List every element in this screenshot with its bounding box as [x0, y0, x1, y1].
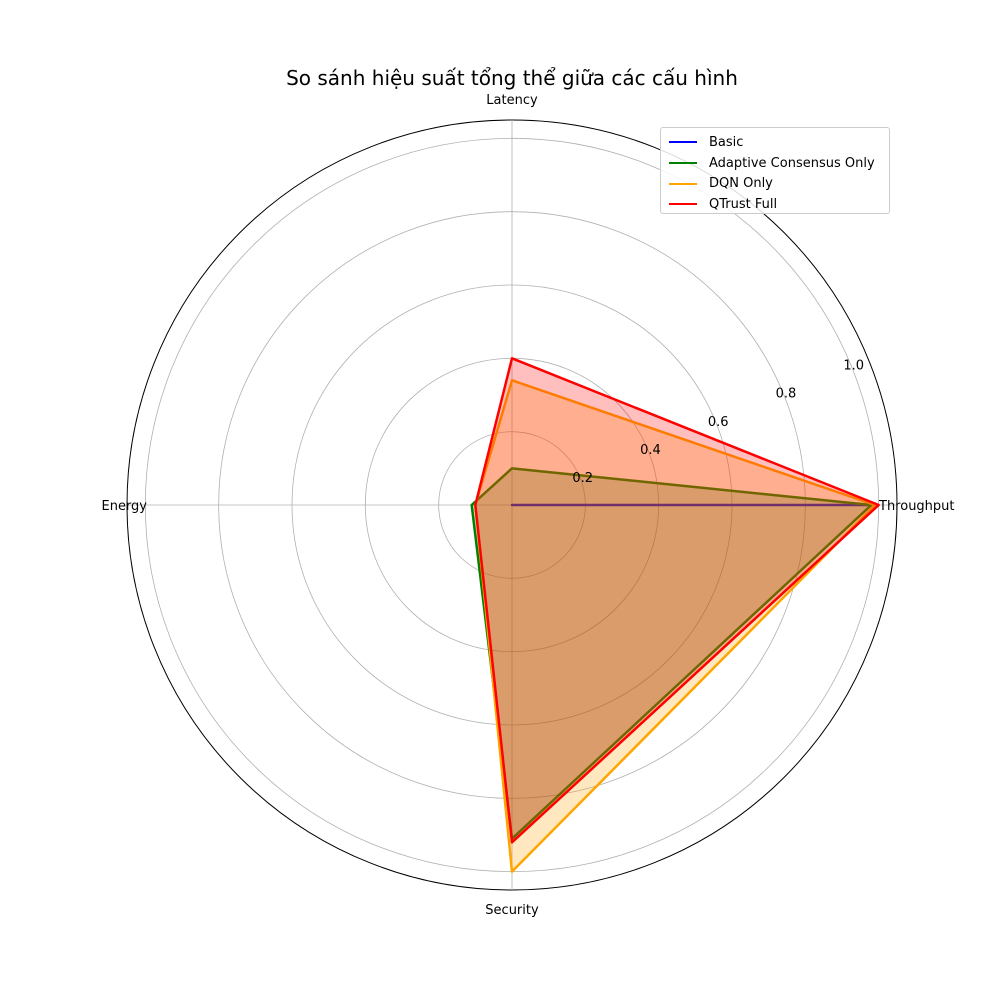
legend-item: QTrust Full — [669, 194, 889, 215]
radial-tick-labels: 0.2 0.4 0.6 0.8 1.0 — [572, 359, 864, 486]
legend-label: Adaptive Consensus Only — [709, 155, 875, 171]
radial-tick-label: 0.6 — [708, 415, 729, 430]
legend-item: Basic — [669, 132, 889, 153]
legend-label: Basic — [709, 134, 744, 150]
series-fill-3 — [475, 358, 879, 843]
series-layer — [470, 357, 880, 873]
radial-tick-label: 1.0 — [843, 359, 864, 374]
legend-swatch — [669, 182, 697, 185]
radial-tick-label: 0.2 — [572, 471, 593, 486]
axis-label-security: Security — [485, 903, 539, 918]
axis-labels: Throughput Latency Energy Security — [101, 93, 954, 918]
axis-label-throughput: Throughput — [878, 499, 955, 514]
legend-swatch — [669, 203, 697, 206]
legend-swatch — [669, 141, 697, 144]
chart-title: So sánh hiệu suất tổng thể giữa các cấu … — [286, 66, 738, 90]
axis-label-energy: Energy — [101, 499, 147, 514]
legend-swatch — [669, 162, 697, 165]
legend-label: DQN Only — [709, 176, 773, 192]
legend-item: Adaptive Consensus Only — [669, 153, 889, 174]
legend-label: QTrust Full — [709, 196, 778, 212]
radial-tick-label: 0.8 — [776, 387, 797, 402]
series-fill-2 — [475, 380, 875, 872]
legend: Basic Adaptive Consensus Only DQN Only QTru… — [660, 127, 890, 214]
axis-label-latency: Latency — [486, 93, 538, 108]
legend-item: DQN Only — [669, 173, 889, 194]
series-line-3 — [474, 357, 880, 844]
radial-tick-label: 0.4 — [640, 443, 661, 458]
series-fill-1 — [471, 468, 872, 839]
series-line-1 — [470, 467, 873, 840]
